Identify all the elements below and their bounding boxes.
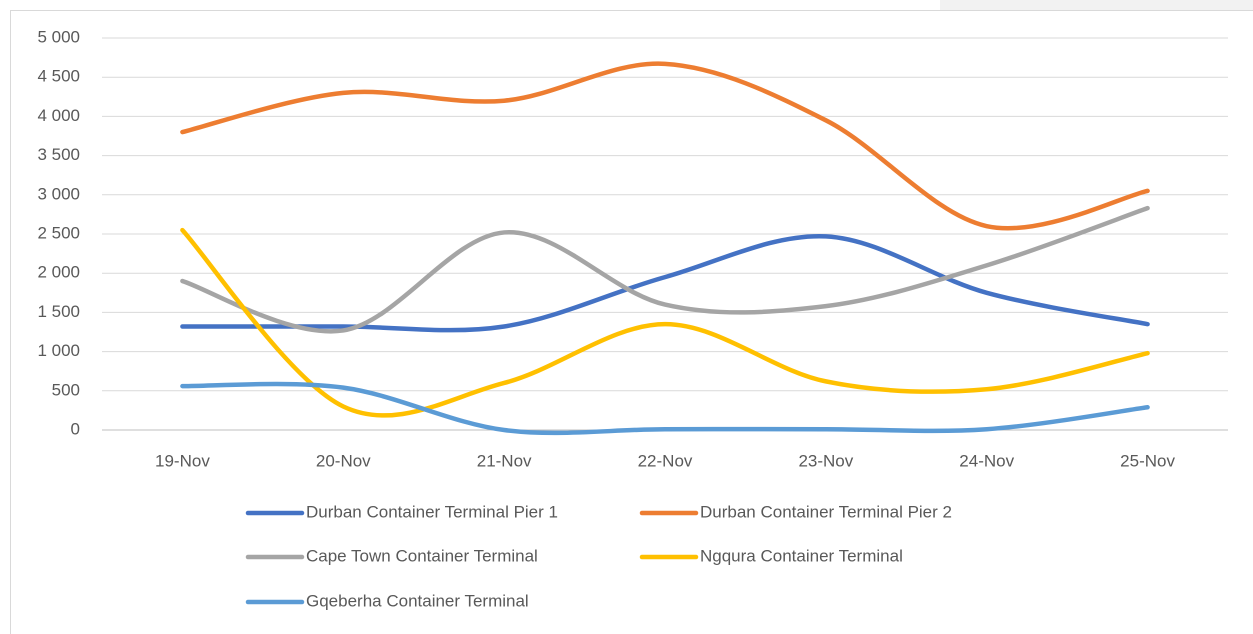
- x-tick-label: 21-Nov: [477, 451, 532, 470]
- series-line: [180, 227, 1150, 418]
- x-tick-label: 23-Nov: [798, 451, 853, 470]
- series-line: [180, 381, 1150, 436]
- background-panel: [940, 0, 1253, 10]
- series-line: [180, 205, 1150, 334]
- y-tick-label: 3 500: [37, 145, 80, 164]
- legend-label: Ngqura Container Terminal: [700, 546, 903, 565]
- y-tick-label: 4 500: [37, 67, 80, 86]
- x-tick-label: 19-Nov: [155, 451, 210, 470]
- legend-label: Durban Container Terminal Pier 2: [700, 502, 952, 521]
- y-tick-label: 1 000: [37, 341, 80, 360]
- x-tick-label: 25-Nov: [1120, 451, 1175, 470]
- y-tick-label: 0: [71, 419, 80, 438]
- x-tick-label: 24-Nov: [959, 451, 1014, 470]
- y-tick-label: 2 000: [37, 263, 80, 282]
- series-line: [180, 233, 1150, 333]
- legend-label: Durban Container Terminal Pier 1: [306, 502, 558, 521]
- legend-label: Gqeberha Container Terminal: [306, 591, 529, 610]
- chart-border: [10, 10, 1253, 634]
- y-tick-label: 500: [52, 380, 80, 399]
- x-tick-label: 20-Nov: [316, 451, 371, 470]
- y-tick-label: 3 000: [37, 184, 80, 203]
- y-tick-label: 4 000: [37, 106, 80, 125]
- series-line: [180, 61, 1150, 231]
- y-tick-label: 1 500: [37, 302, 80, 321]
- y-tick-label: 5 000: [37, 27, 80, 46]
- y-tick-label: 2 500: [37, 223, 80, 242]
- x-tick-label: 22-Nov: [638, 451, 693, 470]
- legend-label: Cape Town Container Terminal: [306, 546, 538, 565]
